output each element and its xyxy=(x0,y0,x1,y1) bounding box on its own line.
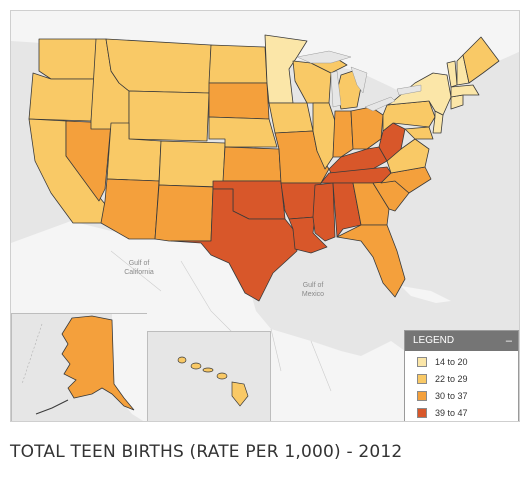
legend-swatch xyxy=(417,390,427,401)
state-OR[interactable] xyxy=(28,72,97,122)
state-FL[interactable] xyxy=(336,224,406,298)
legend-swatch xyxy=(417,407,427,418)
legend-item-label: 22 to 29 xyxy=(435,373,468,384)
state-AZ[interactable] xyxy=(100,178,160,240)
state-NM[interactable] xyxy=(154,184,214,242)
legend-panel: LEGEND – 14 to 20 22 to 29 30 to 37 39 t… xyxy=(404,330,519,421)
map-frame[interactable]: Gulf of California Gulf of Mexico LEGEND xyxy=(10,10,520,422)
legend-title: LEGEND xyxy=(413,335,455,346)
legend-swatch xyxy=(417,373,427,384)
legend-item-label: 39 to 47 xyxy=(435,407,468,418)
state-GA[interactable] xyxy=(352,182,390,226)
legend-header[interactable]: LEGEND – xyxy=(405,331,518,351)
caribbean-land xyxy=(401,286,451,303)
state-ME[interactable] xyxy=(462,36,500,84)
state-IN[interactable] xyxy=(332,110,354,158)
state-HI[interactable] xyxy=(177,356,249,407)
state-NY[interactable] xyxy=(386,72,452,116)
lake-ontario xyxy=(396,84,422,96)
kauai-island xyxy=(177,356,187,364)
gulf-mexico-label: Gulf of xyxy=(303,282,324,289)
maui-island xyxy=(216,372,228,380)
state-IA[interactable] xyxy=(268,102,314,134)
molokai-island xyxy=(202,367,214,373)
aleutian-islands xyxy=(35,399,69,415)
legend-item: 22 to 29 xyxy=(417,372,518,385)
gulf-mexico-label-2: Mexico xyxy=(302,291,324,298)
map-caption: TOTAL TEEN BIRTHS (RATE PER 1,000) - 201… xyxy=(10,442,403,462)
state-MN[interactable] xyxy=(264,34,308,104)
state-ND[interactable] xyxy=(208,44,268,84)
state-AK[interactable] xyxy=(61,315,135,411)
lake-superior xyxy=(296,50,352,64)
big-island xyxy=(231,381,249,407)
legend-item-label: 30 to 37 xyxy=(435,390,468,401)
state-KS[interactable] xyxy=(222,146,282,182)
state-IL[interactable] xyxy=(312,102,336,170)
oahu-island xyxy=(190,362,202,370)
state-CO[interactable] xyxy=(158,140,226,188)
state-MA[interactable] xyxy=(450,84,480,98)
hawaii-inset-svg xyxy=(177,356,249,407)
legend-swatch xyxy=(417,356,427,367)
state-WY[interactable] xyxy=(128,90,210,142)
state-AL[interactable] xyxy=(332,182,362,238)
state-MS[interactable] xyxy=(312,182,336,242)
dateline xyxy=(21,323,43,385)
hawaii-inset[interactable] xyxy=(147,331,271,421)
legend-collapse-button[interactable]: – xyxy=(505,335,512,347)
legend-item: 39 to 47 xyxy=(417,406,518,419)
lake-huron xyxy=(350,66,368,94)
mexico-border-lines xyxy=(110,250,332,392)
legend-item: 30 to 37 xyxy=(417,389,518,402)
gulf-california-label: Gulf of xyxy=(129,260,150,267)
legend-item: 14 to 20 xyxy=(417,355,518,368)
state-WA[interactable] xyxy=(38,38,97,80)
lake-michigan xyxy=(330,70,342,108)
state-MT[interactable] xyxy=(105,38,212,94)
state-SD[interactable] xyxy=(208,82,270,120)
alaska-inset-svg xyxy=(21,314,148,421)
state-MD[interactable] xyxy=(404,126,434,140)
lake-erie xyxy=(364,96,396,112)
state-OH[interactable] xyxy=(350,106,384,150)
legend-item-label: 14 to 20 xyxy=(435,356,468,367)
gulf-california-label-2: California xyxy=(124,269,154,276)
state-TX[interactable] xyxy=(170,188,298,302)
alaska-inset[interactable] xyxy=(11,313,148,421)
